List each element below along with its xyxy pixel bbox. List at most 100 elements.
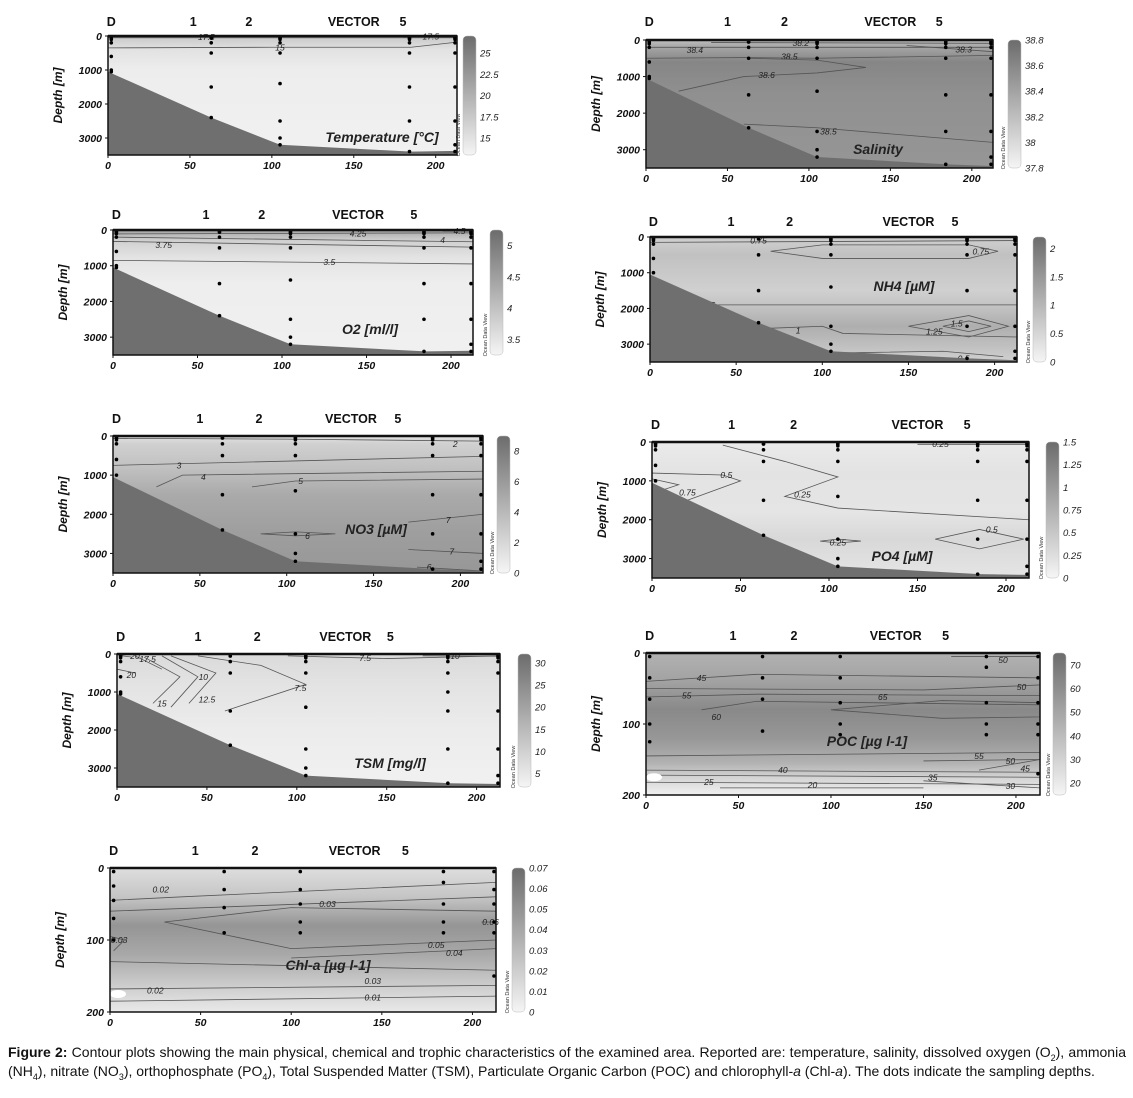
station-label: 1 bbox=[724, 15, 731, 29]
sampling-point bbox=[228, 671, 233, 675]
colorbar-tick-label: 25 bbox=[534, 681, 546, 692]
colorbar-tick-label: 17.5 bbox=[480, 112, 499, 123]
sampling-point bbox=[109, 69, 114, 74]
contour-label: 38.6 bbox=[758, 70, 775, 80]
colorbar-tick-label: 1.5 bbox=[1063, 438, 1077, 449]
colorbar-tick-label: 0.25 bbox=[1063, 551, 1082, 562]
contour-label: 6 bbox=[427, 562, 432, 572]
sampling-point bbox=[984, 700, 989, 705]
seafloor-bathymetry bbox=[650, 274, 1017, 362]
contour-line bbox=[161, 655, 199, 708]
contour-label: 20 bbox=[129, 651, 140, 661]
y-tick-label: 100 bbox=[86, 935, 104, 947]
contour-line bbox=[122, 655, 132, 658]
colorbar-tick-label: 30 bbox=[535, 658, 546, 669]
contour-label: 55 bbox=[682, 691, 692, 701]
contour-line bbox=[923, 759, 1041, 762]
colorbar-tick-label: 5 bbox=[507, 241, 513, 252]
sampling-point bbox=[492, 869, 496, 874]
x-tick-label: 50 bbox=[192, 360, 204, 372]
station-label: VECTOR bbox=[329, 844, 381, 858]
contour-label: 35 bbox=[928, 772, 938, 782]
sampling-point bbox=[278, 51, 282, 55]
contour-line bbox=[645, 684, 1041, 691]
sampling-point bbox=[304, 773, 308, 778]
sampling-point bbox=[479, 559, 483, 564]
contour-label: 38.5 bbox=[820, 126, 837, 136]
seafloor-bathymetry bbox=[108, 71, 457, 155]
sampling-point bbox=[496, 656, 500, 660]
y-axis-label: Depth [m] bbox=[60, 692, 74, 749]
sampling-point bbox=[114, 442, 119, 446]
sampling-point bbox=[989, 93, 993, 97]
x-tick-label: 200 bbox=[985, 367, 1004, 379]
contour-label: 0.25 bbox=[830, 537, 847, 547]
y-tick-label: 3000 bbox=[621, 339, 645, 351]
sampling-point bbox=[446, 659, 450, 664]
station-label: D bbox=[107, 15, 116, 29]
x-tick-label: 0 bbox=[114, 792, 120, 804]
sampling-point bbox=[446, 656, 450, 660]
station-label: VECTOR bbox=[892, 418, 944, 432]
contour-label: 0.04 bbox=[446, 948, 463, 958]
sampling-point bbox=[651, 270, 656, 275]
station-label: 2 bbox=[251, 844, 258, 858]
y-tick-label: 0 bbox=[634, 648, 640, 660]
sampling-point bbox=[647, 45, 652, 50]
colorbar-tick-label: 15 bbox=[480, 134, 491, 145]
sampling-point bbox=[965, 356, 969, 361]
sampling-point bbox=[441, 920, 446, 924]
station-label: 5 bbox=[410, 208, 417, 222]
sampling-point bbox=[469, 317, 473, 322]
y-axis-label: Depth [m] bbox=[56, 264, 70, 321]
y-tick-label: 0 bbox=[638, 232, 644, 244]
y-tick-label: 1000 bbox=[617, 72, 641, 84]
sampling-point bbox=[1025, 498, 1029, 503]
caption-text: ), orthophosphate (PO bbox=[123, 1062, 263, 1079]
x-tick-label: 50 bbox=[184, 160, 196, 172]
x-tick-label: 0 bbox=[643, 173, 649, 185]
sampling-point bbox=[118, 656, 123, 660]
ocean-data-view-credit: Ocean Data View bbox=[511, 746, 517, 789]
contour-line bbox=[112, 241, 474, 248]
sampling-point bbox=[288, 278, 293, 282]
y-tick-label: 1000 bbox=[84, 470, 108, 482]
station-label: 5 bbox=[394, 412, 401, 426]
sampling-point bbox=[492, 931, 496, 935]
sampling-point bbox=[114, 249, 119, 254]
station-label: D bbox=[112, 412, 121, 426]
x-tick-label: 0 bbox=[643, 800, 649, 812]
colorbar-tick-label: 4.5 bbox=[507, 272, 521, 283]
contour-line bbox=[112, 455, 484, 466]
contour-label: 12.5 bbox=[199, 695, 216, 705]
sampling-point bbox=[430, 492, 435, 497]
contour-label: 0.03 bbox=[319, 899, 336, 909]
contour-label: 60 bbox=[712, 712, 722, 722]
y-tick-label: 3000 bbox=[88, 763, 112, 775]
sampling-point bbox=[111, 884, 116, 888]
sampling-point bbox=[114, 235, 119, 239]
x-tick-label: 200 bbox=[451, 578, 470, 590]
sampling-point bbox=[304, 747, 308, 751]
x-tick-label: 100 bbox=[820, 583, 838, 595]
x-tick-label: 0 bbox=[105, 160, 111, 172]
station-label: 5 bbox=[942, 629, 949, 643]
contour-label: 30 bbox=[1006, 781, 1016, 791]
colorbar-tick-label: 30 bbox=[1070, 755, 1081, 766]
sampling-point bbox=[479, 442, 483, 446]
contour-label: 4 bbox=[440, 235, 445, 245]
y-tick-label: 100 bbox=[622, 719, 640, 731]
colorbar-tick-label: 40 bbox=[1070, 731, 1081, 742]
sampling-point bbox=[430, 567, 435, 571]
contour-label: 0.03 bbox=[364, 976, 381, 986]
y-tick-label: 2000 bbox=[83, 509, 108, 521]
sampling-point bbox=[298, 902, 303, 906]
x-tick-label: 150 bbox=[909, 583, 927, 595]
sampling-point bbox=[746, 45, 751, 50]
ocean-data-view-credit: Ocean Data View bbox=[490, 532, 496, 575]
y-axis-label: Depth [m] bbox=[593, 271, 607, 328]
y-axis-label: Depth [m] bbox=[56, 476, 70, 533]
contour-line bbox=[109, 936, 126, 952]
colorbar-tick-label: 1 bbox=[1063, 483, 1068, 494]
sampling-point bbox=[109, 54, 114, 59]
